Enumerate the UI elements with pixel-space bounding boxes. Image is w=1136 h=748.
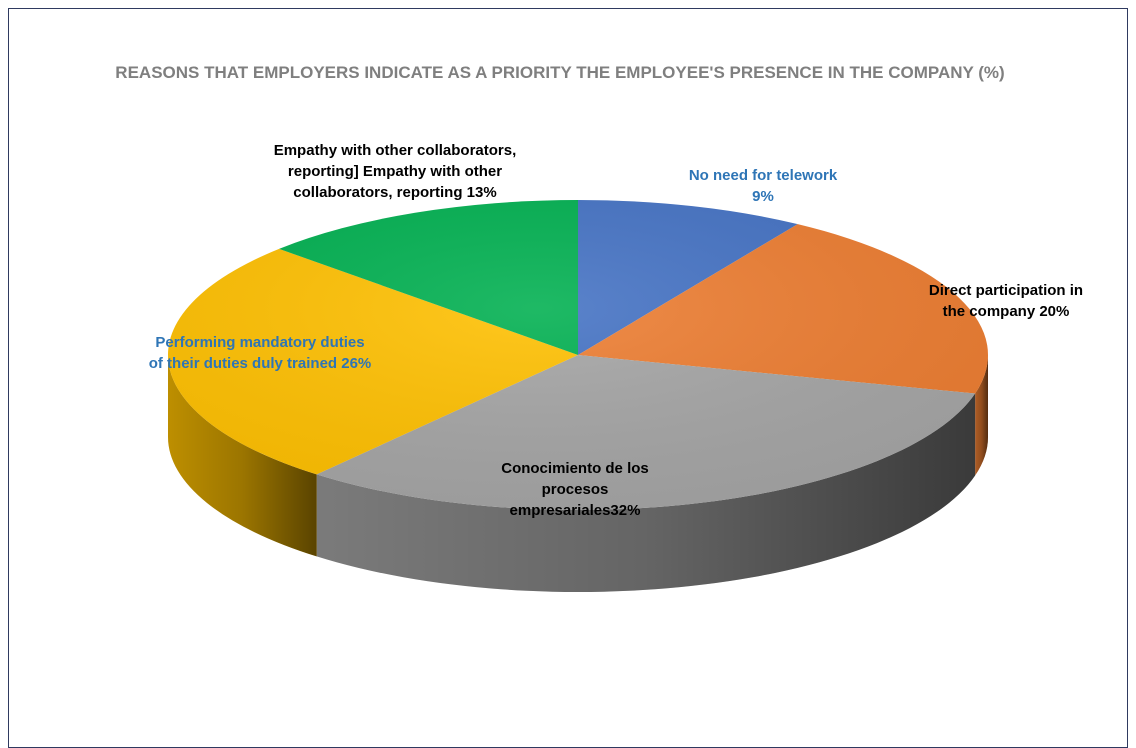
pie-gloss xyxy=(168,200,988,510)
pie-side-shade-2 xyxy=(316,393,976,592)
slice-label-line: Conocimiento de los xyxy=(501,460,649,477)
slice-label-line: Direct participation in xyxy=(928,282,1084,299)
slice-label-3: Performing mandatory duties of their duti… xyxy=(110,332,410,374)
slice-label-line: empresariales32% xyxy=(509,502,641,519)
pie-side-shade-3 xyxy=(168,355,317,557)
slice-label-line: No need for telework xyxy=(688,167,838,184)
slice-label-line: Performing mandatory duties xyxy=(155,334,365,351)
slice-label-line: reporting] Empathy with other xyxy=(287,163,503,180)
slice-label-4: Empathy with other collaborators, reporti… xyxy=(205,140,585,203)
slice-label-line: the company 20% xyxy=(942,303,1070,320)
slice-label-line: Empathy with other collaborators, xyxy=(273,142,517,159)
slice-label-line: of their duties duly trained 26% xyxy=(148,355,372,372)
slice-label-line: 9% xyxy=(752,188,774,205)
pie-sides xyxy=(168,355,988,592)
pie-slices xyxy=(167,200,988,511)
slice-label-line: collaborators, reporting 13% xyxy=(293,184,497,201)
chart-title: REASONS THAT EMPLOYERS INDICATE AS A PRI… xyxy=(115,63,1005,82)
pie-side-shade-1 xyxy=(975,355,988,476)
slice-label-1: Direct participation in the company 20% xyxy=(890,280,1122,322)
slice-label-2: Conocimiento de los procesos empresariales… xyxy=(455,458,695,521)
slice-label-line: procesos xyxy=(541,481,609,498)
slice-label-0: No need for telework 9% xyxy=(628,165,898,207)
